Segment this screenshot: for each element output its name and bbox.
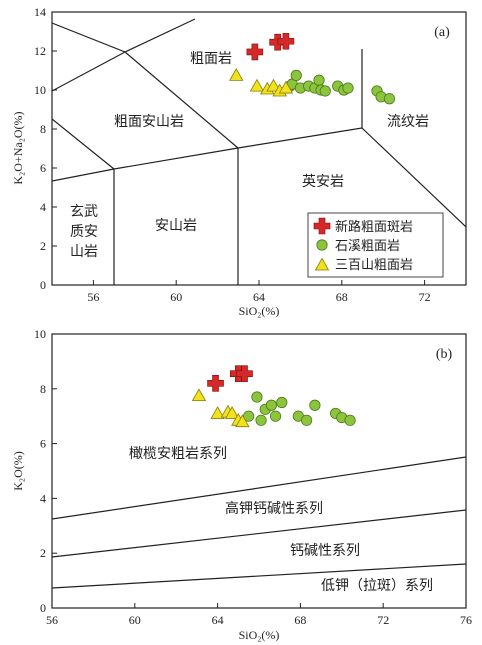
- legend-marker-cross: [313, 217, 331, 235]
- boundary-line: [52, 509, 466, 558]
- legend-box: [307, 212, 444, 278]
- y-tick-label: 0: [40, 601, 46, 615]
- data-point-circle: [265, 399, 278, 411]
- data-point-circle: [319, 85, 331, 97]
- legend-label: 石溪粗面岩: [335, 239, 400, 254]
- field-label: 钙碱性系列: [290, 543, 360, 559]
- legend-marker-circle: [316, 239, 328, 251]
- data-point-triangle: [224, 406, 240, 419]
- panel-label-a: (a): [434, 25, 450, 40]
- field-label: 高钾钙碱性系列: [225, 500, 323, 517]
- y-tick-label: 6: [40, 437, 46, 451]
- legend-label: 三百山粗面岩: [335, 258, 413, 273]
- x-tick-label: 60: [129, 613, 141, 627]
- field-label: 流纹岩: [387, 114, 429, 130]
- field-labels-a: 粗面岩 粗面安山岩 流纹岩 英安岩 玄武 质安 山岩 安山岩: [70, 51, 429, 260]
- y-tick-label: 14: [34, 5, 46, 19]
- field-label: 质安: [70, 224, 98, 240]
- field-label: 英安岩: [302, 173, 344, 190]
- data-point-triangle: [266, 78, 281, 92]
- y-tick-label: 8: [40, 382, 46, 396]
- data-point-triangle: [229, 68, 244, 81]
- data-point-circle: [383, 93, 396, 105]
- legend-label: 新路粗面斑岩: [335, 219, 413, 235]
- x-axis-label-a: SiO₂(%): [239, 304, 280, 318]
- y-tick-label: 0: [40, 278, 46, 292]
- boundary-line: [52, 18, 196, 92]
- x-tick-label: 56: [87, 290, 99, 304]
- y-axis-label-b: K₂O(%): [11, 451, 25, 491]
- y-tick-label: 4: [40, 200, 46, 214]
- data-point-cross: [236, 365, 253, 383]
- x-tick-label: 56: [46, 613, 58, 627]
- data-point-circle: [269, 410, 282, 422]
- y-tick-label: 8: [40, 122, 46, 136]
- data-point-triangle: [191, 388, 207, 402]
- field-label: 橄榄安粗岩系列: [129, 446, 227, 462]
- boundary-line: [361, 49, 466, 228]
- boundary-line: [52, 127, 363, 182]
- x-tick-label: 72: [377, 613, 389, 627]
- y-tick-label: 10: [34, 327, 46, 341]
- field-label: 玄武: [70, 203, 98, 220]
- data-point-cross: [246, 43, 264, 61]
- field-label: 山岩: [70, 244, 98, 260]
- data-point-circle: [255, 414, 267, 426]
- data-point-circle: [309, 399, 321, 411]
- x-tick-label: 64: [253, 290, 265, 304]
- boundary-line: [52, 118, 115, 170]
- y-tick-label: 10: [34, 83, 46, 97]
- data-point-triangle: [249, 78, 265, 92]
- panel-label-b: (b): [436, 347, 453, 362]
- field-label: 安山岩: [155, 218, 197, 234]
- data-point-cross: [207, 375, 224, 392]
- y-tick-label: 2: [40, 546, 46, 560]
- data-point-circle: [276, 396, 288, 409]
- boundary-line: [52, 563, 466, 589]
- legend: 新路粗面斑岩 石溪粗面岩 三百山粗面岩: [307, 212, 444, 278]
- y-tick-label: 4: [40, 491, 46, 505]
- data-point-circle: [301, 414, 313, 426]
- y-tick-label: 2: [40, 239, 46, 253]
- y-axis-label-a: K₂O+Na₂O(%): [11, 111, 25, 184]
- data-point-circle: [251, 391, 263, 403]
- data-point-triangle: [210, 406, 225, 419]
- data-point-triangle: [278, 80, 294, 94]
- x-axis-label-b: SiO₂(%): [239, 628, 280, 642]
- data-point-circle: [313, 74, 325, 86]
- x-tick-label: 68: [336, 290, 348, 304]
- y-tick-label: 12: [34, 44, 46, 58]
- boundary-line: [52, 22, 239, 149]
- plot-frame-b: [51, 333, 467, 609]
- data-point-circle: [344, 414, 356, 426]
- y-tick-label: 6: [40, 161, 46, 175]
- x-tick-label: 72: [419, 290, 431, 304]
- field-labels-b: 橄榄安粗岩系列 高钾钙碱性系列 钙碱性系列 低钾（拉斑）系列: [129, 446, 433, 594]
- data-point-circle: [290, 69, 302, 81]
- x-tick-label: 76: [460, 613, 472, 627]
- x-tick-label: 68: [294, 613, 306, 627]
- field-label: 粗面岩: [190, 51, 232, 67]
- data-point-circle: [342, 82, 354, 94]
- data-point-triangle: [235, 414, 250, 428]
- field-label: 低钾（拉斑）系列: [321, 578, 433, 594]
- boundary-line: [52, 456, 466, 520]
- legend-markers: [313, 217, 331, 271]
- field-label: 粗面安山岩: [114, 114, 184, 130]
- data-points-a: [229, 32, 396, 105]
- series-boundaries: [52, 456, 466, 589]
- tas-boundaries: [52, 18, 466, 285]
- data-points-b: [191, 365, 356, 428]
- legend-marker-triangle: [314, 257, 330, 271]
- data-point-cross: [277, 32, 295, 50]
- x-tick-label: 60: [170, 290, 182, 304]
- x-tick-label: 64: [212, 613, 224, 627]
